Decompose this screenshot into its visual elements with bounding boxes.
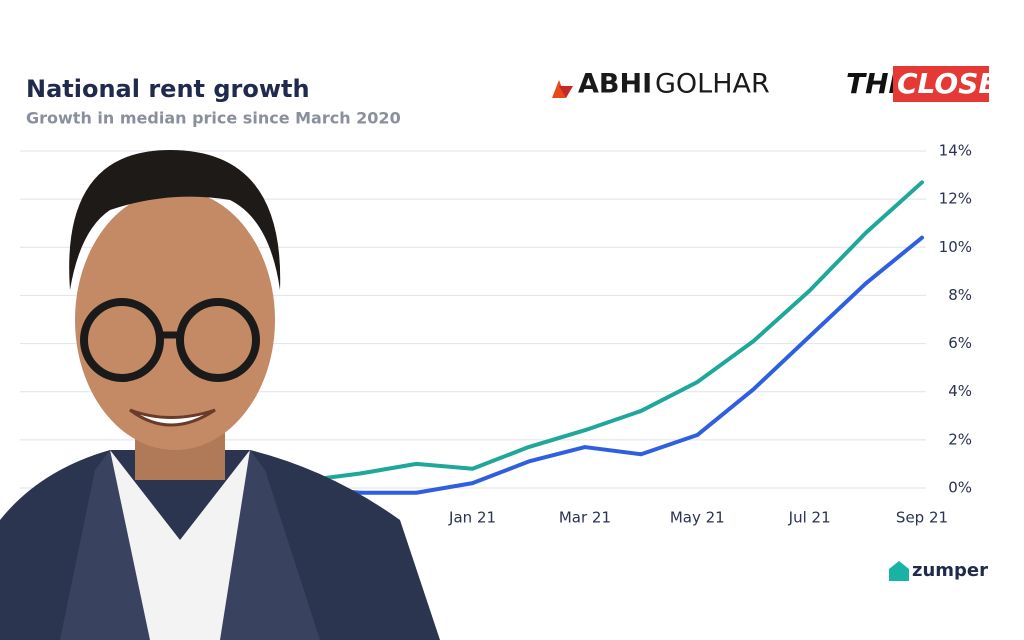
x-tick-label: May 21 [670, 509, 725, 527]
logo-icon [559, 86, 573, 98]
series-line [302, 180, 924, 483]
lapel [60, 450, 320, 640]
shirt [110, 450, 250, 640]
x-tick-label: Sep 21 [896, 509, 948, 527]
y-tick-label: 2% [948, 430, 972, 448]
y-tick-label: 10% [939, 238, 972, 256]
face [75, 190, 275, 450]
source-text: zumper [912, 560, 988, 581]
x-tick-label: Mar 21 [559, 509, 611, 527]
y-tick-label: 8% [948, 286, 972, 304]
source-icon [889, 561, 909, 581]
logo-text: CLOSE [897, 67, 998, 100]
chart-title: National rent growth [26, 75, 310, 103]
glasses [80, 298, 164, 382]
y-tick-label: 6% [948, 334, 972, 352]
smile [129, 408, 216, 427]
y-tick-label: 0% [948, 478, 972, 496]
logo-box [893, 66, 989, 102]
person-photo [0, 150, 440, 640]
y-tick-label: 4% [948, 382, 972, 400]
logo-text: ABHI [578, 69, 652, 100]
chart-subtitle: Growth in median price since March 2020 [26, 109, 401, 128]
hair [69, 150, 281, 290]
y-tick-label: 12% [939, 190, 972, 208]
y-tick-label: 14% [939, 142, 972, 160]
logo-text: GOLHAR [655, 69, 770, 100]
x-tick-label: Jan 21 [448, 509, 496, 527]
x-tick-label: Jul 21 [788, 509, 831, 527]
glasses [176, 298, 260, 382]
logo-icon [552, 80, 566, 98]
series-line [302, 235, 924, 495]
